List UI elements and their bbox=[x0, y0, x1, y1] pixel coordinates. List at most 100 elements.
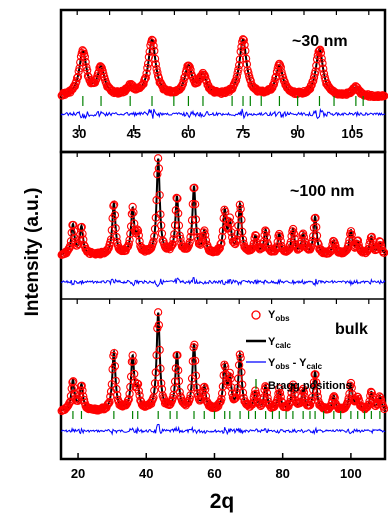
obs-point-bottom bbox=[190, 340, 199, 349]
obs-point-bottom bbox=[217, 394, 226, 404]
obs-point-bottom bbox=[375, 392, 384, 401]
obs-point-middle bbox=[110, 210, 120, 220]
obs-point-middle bbox=[305, 244, 314, 253]
obs-point-top bbox=[309, 73, 319, 82]
obs-point-middle bbox=[150, 224, 160, 234]
obs-point-top bbox=[150, 46, 159, 56]
obs-point-bottom bbox=[366, 387, 376, 397]
obs-point-bottom bbox=[112, 384, 121, 394]
obs-point-bottom bbox=[236, 353, 245, 362]
obs-point-bottom bbox=[221, 362, 230, 371]
obs-point-bottom bbox=[231, 394, 240, 403]
obs-point-middle bbox=[176, 234, 185, 244]
obs-point-middle bbox=[261, 227, 271, 236]
obs-point-bottom bbox=[289, 385, 299, 395]
obs-point-middle bbox=[288, 224, 298, 234]
annotation-100nm: ~100 nm bbox=[290, 183, 354, 200]
obs-point-middle bbox=[224, 217, 234, 226]
obs-point-middle bbox=[283, 246, 292, 255]
obs-point-top bbox=[241, 46, 250, 55]
obs-point-bottom bbox=[128, 351, 137, 360]
obs-point-top bbox=[177, 81, 187, 90]
obs-point-top bbox=[142, 69, 151, 78]
panel-bottom-frame bbox=[59, 150, 387, 461]
obs-point-top bbox=[306, 81, 316, 90]
obs-point-middle bbox=[191, 215, 201, 224]
obs-point-bottom bbox=[313, 392, 322, 401]
obs-point-middle bbox=[201, 230, 210, 240]
obs-point-middle bbox=[172, 193, 181, 203]
obs-point-bottom bbox=[288, 380, 298, 389]
x-tick-label-bottom: 100 bbox=[340, 466, 362, 481]
obs-point-top bbox=[236, 47, 245, 56]
obs-point-bottom bbox=[346, 378, 356, 388]
obs-point-top bbox=[147, 35, 157, 45]
obs-point-top bbox=[79, 49, 89, 59]
obs-point-top bbox=[80, 52, 90, 62]
x-tick-label-bottom: 20 bbox=[71, 466, 85, 481]
obs-point-middle bbox=[156, 210, 165, 219]
obs-point-top bbox=[311, 67, 320, 76]
obs-point-bottom bbox=[214, 399, 224, 408]
obs-point-middle bbox=[234, 209, 244, 219]
obs-point-bottom bbox=[78, 386, 87, 395]
obs-point-bottom bbox=[312, 387, 322, 397]
obs-point-top bbox=[201, 72, 210, 82]
obs-point-middle bbox=[111, 223, 120, 233]
obs-point-top bbox=[305, 85, 314, 94]
obs-point-middle bbox=[174, 209, 183, 218]
obs-point-middle bbox=[170, 230, 179, 239]
obs-point-middle bbox=[185, 238, 194, 247]
obs-point-bottom bbox=[275, 384, 284, 393]
obs-point-middle bbox=[133, 226, 143, 235]
obs-point-bottom bbox=[234, 374, 243, 383]
obs-point-middle bbox=[128, 202, 137, 212]
obs-point-bottom bbox=[171, 364, 180, 373]
obs-point-middle bbox=[236, 204, 245, 213]
x-tick-label-top: 45 bbox=[127, 126, 141, 141]
obs-point-bottom bbox=[238, 380, 247, 389]
obs-point-top bbox=[99, 69, 108, 79]
x-tick-label-bottom: 60 bbox=[207, 466, 221, 481]
obs-point-bottom bbox=[190, 356, 200, 365]
obs-point-bottom bbox=[235, 350, 245, 359]
obs-point-bottom bbox=[79, 395, 89, 405]
obs-point-middle bbox=[309, 232, 318, 241]
obs-point-middle bbox=[187, 227, 196, 236]
obs-point-middle bbox=[311, 213, 320, 223]
obs-point-top bbox=[233, 68, 242, 77]
obs-point-middle bbox=[233, 229, 242, 238]
obs-point-bottom bbox=[130, 369, 139, 379]
obs-point-middle bbox=[153, 170, 162, 179]
obs-point-bottom bbox=[175, 387, 184, 397]
obs-point-top bbox=[239, 35, 248, 45]
obs-point-middle bbox=[214, 244, 224, 254]
obs-point-bottom bbox=[309, 378, 319, 387]
obs-point-bottom bbox=[311, 370, 320, 379]
obs-point-bottom bbox=[154, 320, 164, 330]
obs-point-middle bbox=[346, 227, 356, 236]
obs-point-middle bbox=[153, 154, 163, 163]
obs-point-middle bbox=[221, 207, 230, 216]
obs-point-top bbox=[276, 63, 285, 72]
obs-point-middle bbox=[227, 228, 236, 237]
obs-point-top bbox=[154, 74, 164, 83]
annotation-bulk: bulk bbox=[335, 321, 368, 338]
legend-obs-marker bbox=[251, 310, 261, 320]
obs-point-bottom bbox=[105, 397, 114, 407]
obs-point-top bbox=[149, 41, 158, 51]
obs-point-top bbox=[240, 40, 249, 50]
obs-point-top bbox=[316, 48, 326, 58]
obs-point-bottom bbox=[135, 391, 144, 400]
x-tick-label-top: 75 bbox=[236, 126, 250, 141]
obs-point-middle bbox=[69, 220, 78, 230]
obs-point-middle bbox=[78, 229, 87, 238]
obs-point-middle bbox=[201, 236, 211, 245]
obs-point-middle bbox=[376, 241, 386, 250]
obs-point-middle bbox=[217, 232, 227, 242]
obs-point-middle bbox=[125, 235, 134, 245]
obs-point-middle bbox=[109, 200, 119, 209]
obs-point-middle bbox=[157, 221, 166, 230]
obs-point-top bbox=[151, 60, 160, 69]
obs-point-middle bbox=[168, 239, 177, 249]
